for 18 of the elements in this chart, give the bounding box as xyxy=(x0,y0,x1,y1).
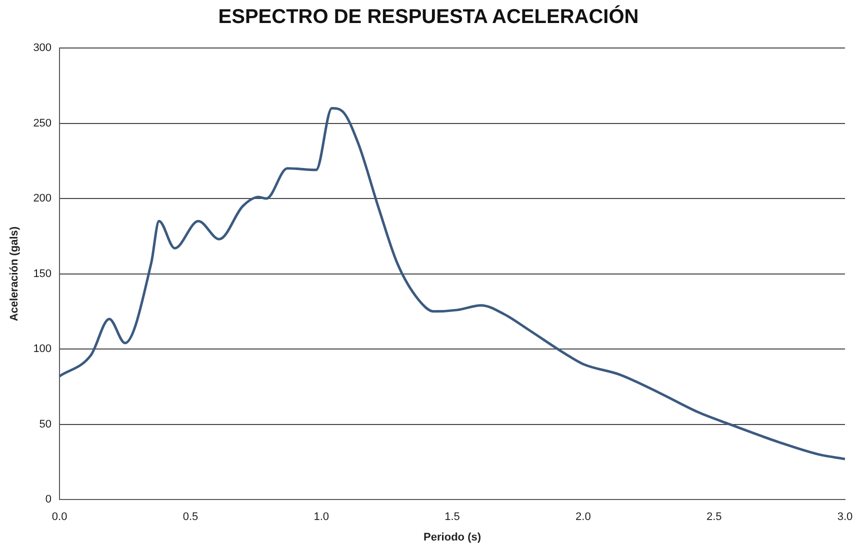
x-axis-title: Periodo (s) xyxy=(424,531,482,544)
y-tick-label: 300 xyxy=(33,42,52,54)
line-series xyxy=(60,106,845,460)
x-tick-label: 2.0 xyxy=(576,511,591,524)
x-tick-label: 0.0 xyxy=(52,511,68,524)
y-tick-label: 0 xyxy=(45,494,52,506)
x-tick-label: 1.0 xyxy=(314,511,330,524)
x-tick-label: 3.0 xyxy=(837,511,853,524)
chart-title: ESPECTRO DE RESPUESTA ACELERACIÓN xyxy=(217,6,640,29)
x-tick-label: 1.5 xyxy=(444,511,460,524)
x-tick-label: 0.5 xyxy=(182,511,198,524)
y-tick-label: 100 xyxy=(33,343,52,356)
y-tick-label: 50 xyxy=(39,418,52,430)
x-tick-label: 2.5 xyxy=(706,511,722,524)
y-tick-label: 150 xyxy=(33,268,52,280)
y-tick-label: 200 xyxy=(33,192,52,205)
y-tick-label: 250 xyxy=(33,117,52,130)
y-axis-title: Aceleración (gals) xyxy=(8,226,21,322)
